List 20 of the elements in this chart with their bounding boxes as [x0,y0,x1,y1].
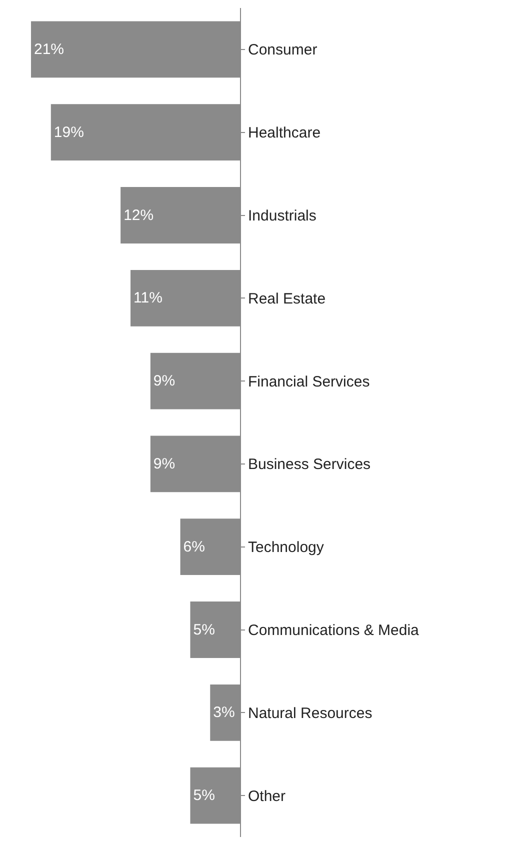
y-tick-label: Natural Resources [248,704,372,722]
data-label: 9% [153,372,176,390]
y-tick-label: Industrials [248,208,316,224]
y-tick-label: Other [248,788,286,805]
data-label: 9% [153,455,176,472]
y-tick-label: Healthcare [248,124,321,142]
y-tick-label: Technology [248,539,324,556]
y-tick-label: Financial Services [248,373,370,390]
data-label: 12% [124,206,154,224]
data-label: 5% [193,787,215,804]
y-tick-label: Communications & Media [248,622,420,639]
data-label: 11% [134,290,162,307]
data-label: 3% [213,704,235,722]
data-label: 21% [34,40,64,58]
y-tick-label: Business Services [248,456,371,474]
y-tick-label: Consumer [248,42,318,59]
y-tick-label: Real Estate [248,290,326,308]
data-label: 19% [54,124,84,141]
data-label: 6% [183,538,205,556]
data-label: 5% [193,621,215,638]
